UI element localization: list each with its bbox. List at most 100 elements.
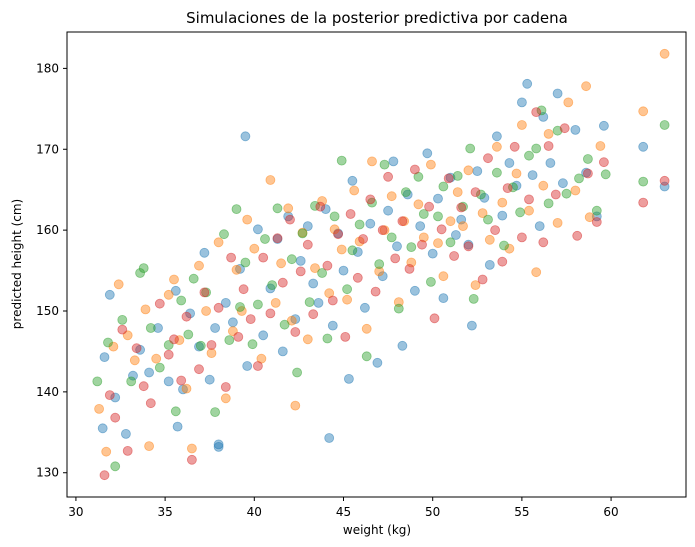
y-tick-label: 150 [36,304,59,318]
scatter-point-series-1-52 [397,340,408,351]
scatter-point-series-2-11 [169,274,179,285]
scatter-point-series-4-50 [417,239,427,250]
scatter-point-series-4-40 [352,272,363,283]
scatter-point-series-4-27 [272,233,283,244]
scatter-point-series-2-41 [354,236,365,247]
scatter-point-series-1-27 [258,330,269,341]
scatter-point-series-2-37 [329,224,340,235]
scatter-point-series-4-20 [226,252,237,263]
scatter-point-series-4-16 [199,287,210,298]
scatter-point-series-4-41 [358,234,369,244]
scatter-point-series-4-2 [104,390,115,401]
scatter-point-series-1-72 [517,97,527,108]
scatter-point-series-3-4 [117,314,128,325]
scatter-point-series-4-4 [117,324,128,335]
scatter-point-series-2-24 [249,243,260,254]
scatter-point-series-2-61 [484,234,495,245]
scatter-point-series-3-76 [659,120,670,130]
scatter-point-series-4-25 [258,252,269,263]
scatter-point-series-3-57 [465,143,476,154]
scatter-point-series-4-18 [213,302,224,313]
scatter-point-series-4-72 [572,230,583,241]
scatter-point-series-3-72 [583,154,593,164]
scatter-point-series-3-75 [638,176,649,187]
scatter-point-series-2-64 [504,243,515,254]
scatter-point-series-4-19 [220,382,231,392]
scatter-point-series-2-1 [94,403,104,414]
scatter-point-series-1-17 [204,374,215,385]
scatter-point-series-4-29 [285,214,295,225]
scatter-point-series-4-12 [176,375,187,386]
scatter-point-series-1-73 [522,78,533,89]
scatter-point-series-3-14 [188,273,199,284]
scatter-point-series-4-21 [233,331,244,342]
scatter-point-series-3-20 [231,204,242,215]
scatter-point-series-1-51 [392,241,402,252]
scatter-point-series-3-52 [433,211,443,222]
scatter-point-series-1-39 [327,320,338,331]
scatter-point-series-1-64 [466,320,477,331]
scatter-point-series-1-37 [320,204,331,215]
scatter-point-series-1-5 [121,428,131,439]
scatter-point-series-3-39 [347,245,358,256]
scatter-point-series-2-7 [140,304,151,315]
scatter-point-series-3-24 [252,299,263,310]
scatter-point-series-1-67 [484,259,495,270]
scatter-point-series-1-22 [227,317,238,328]
scatter-point-series-3-28 [279,319,290,330]
scatter-point-series-3-58 [468,293,479,304]
scatter-point-series-2-62 [491,141,502,152]
scatter-point-series-3-22 [240,257,251,268]
scatter-point-series-4-68 [538,237,549,248]
scatter-point-series-1-24 [240,131,251,142]
scatter-point-series-2-55 [445,216,456,227]
x-tick-label: 50 [425,505,440,519]
scatter-point-series-1-59 [438,293,449,304]
scatter-point-series-3-48 [406,242,417,253]
scatter-point-series-4-76 [638,197,649,208]
y-axis-ticks: 130 140 150 160 170 180 [36,61,67,480]
x-tick-label: 35 [157,505,172,519]
scatter-point-series-3-40 [354,219,365,230]
scatter-point-series-2-13 [181,383,192,394]
scatter-point-series-2-26 [265,175,276,185]
scatter-point-series-4-32 [302,239,313,250]
scatter-point-series-1-19 [213,439,224,450]
scatter-point-series-4-43 [370,286,381,297]
scatter-point-series-3-36 [329,211,340,222]
scatter-point-series-1-56 [422,148,433,159]
x-axis-ticks: 30 35 40 45 50 55 60 [68,497,619,519]
scatter-point-series-2-60 [477,208,488,219]
scatter-point-series-2-75 [584,212,595,223]
scatter-point-series-3-26 [267,280,278,291]
scatter-point-series-2-68 [531,267,542,278]
scatter-point-series-4-22 [238,284,249,295]
x-tick-label: 45 [336,505,351,519]
scatter-point-series-4-36 [327,295,338,306]
scatter-point-series-3-67 [536,105,547,116]
scatter-point-series-3-34 [317,268,328,278]
scatter-point-series-2-9 [151,353,162,364]
scatter-point-series-3-3 [110,461,121,472]
plot-frame [66,31,687,498]
scatter-point-series-1-83 [599,120,609,131]
scatter-point-series-3-66 [531,143,542,154]
scatter-point-series-4-51 [424,201,435,212]
scatter-point-series-2-58 [463,165,474,176]
scatter-point-series-1-16 [199,247,210,258]
scatter-point-series-1-9 [153,323,163,333]
scatter-point-series-1-47 [372,357,383,368]
scatter-point-series-1-78 [552,88,563,99]
scatter-point-series-2-33 [302,334,313,345]
scatter-point-series-2-40 [349,185,360,196]
scatter-point-series-1-77 [545,158,556,168]
scatter-point-series-2-31 [290,400,301,411]
scatter-point-series-4-7 [138,381,149,392]
scatter-point-series-4-69 [543,141,554,151]
scatter-point-series-2-59 [470,280,481,291]
scatter-point-series-1-49 [383,205,394,216]
scatter-point-series-3-7 [138,263,149,274]
scatter-point-series-3-29 [286,254,297,265]
scatter-point-series-2-38 [336,244,347,255]
y-tick-label: 130 [36,466,59,480]
